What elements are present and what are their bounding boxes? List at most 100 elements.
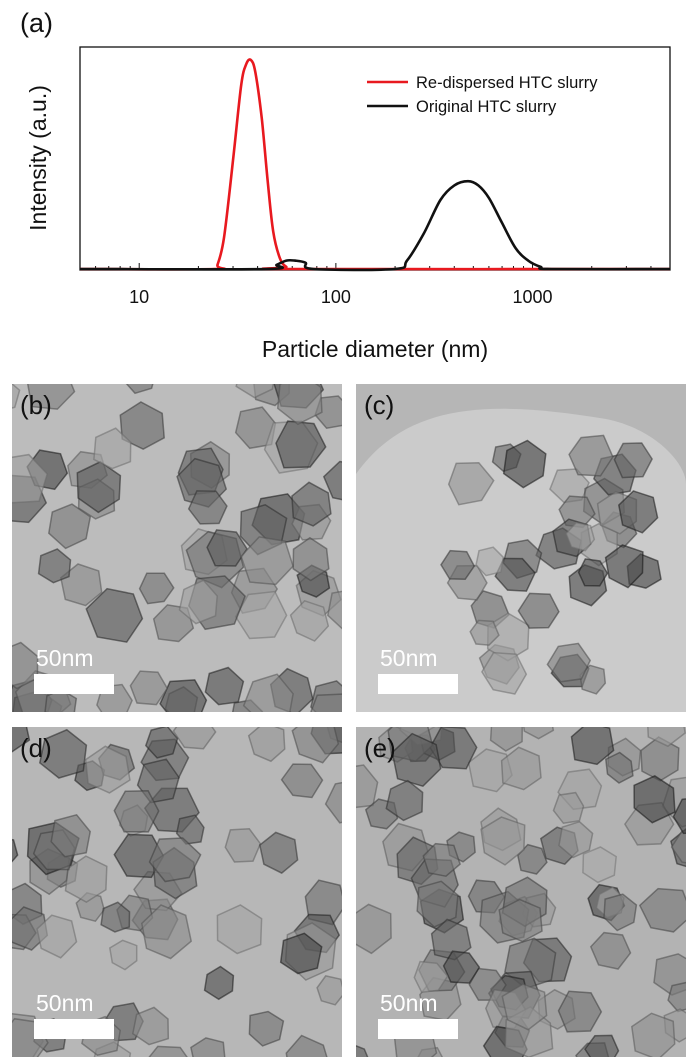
nanoparticle	[480, 816, 526, 866]
nanoparticle	[148, 1045, 188, 1057]
nanoparticle	[447, 462, 495, 506]
nanoparticle	[275, 420, 327, 469]
nanoparticle	[108, 939, 138, 971]
nanoparticle	[50, 813, 92, 858]
tem-image-d: (d) 50nm	[12, 727, 342, 1057]
nanoparticle	[144, 727, 179, 759]
panel-label-c: (c)	[364, 390, 395, 420]
nanoparticle	[280, 763, 324, 799]
nanoparticle	[356, 764, 379, 809]
nanoparticle	[356, 1044, 369, 1057]
tem-micrograph-c	[356, 384, 686, 712]
nanoparticle	[187, 490, 228, 525]
x-tick-label: 1000	[513, 287, 553, 307]
nanoparticle	[203, 965, 235, 1001]
nanoparticle	[603, 893, 638, 932]
nanoparticle	[502, 439, 547, 489]
nanoparticle	[356, 903, 392, 955]
legend-label: Original HTC slurry	[416, 98, 557, 116]
nanoparticle	[494, 557, 536, 592]
panel-label-e: (e)	[364, 733, 396, 763]
nanoparticle	[440, 549, 476, 580]
nanoparticle	[38, 728, 88, 779]
nanoparticle	[391, 732, 442, 788]
nanoparticle	[216, 904, 263, 955]
nanoparticle	[577, 558, 609, 587]
nanoparticle	[604, 751, 634, 784]
nanoparticle	[247, 727, 286, 763]
scale-bar-b	[34, 674, 114, 694]
nanoparticle	[322, 460, 342, 501]
nanoparticle	[12, 838, 19, 863]
nanoparticle	[159, 679, 208, 712]
nanoparticle	[235, 384, 274, 399]
scale-bar-label-b: 50nm	[36, 645, 94, 671]
panel-label-d: (d)	[20, 733, 52, 763]
nanoparticle	[138, 572, 175, 605]
nanoparticle	[37, 548, 72, 584]
scale-bar-label-d: 50nm	[36, 990, 94, 1016]
nanoparticle	[84, 745, 131, 794]
nanoparticle	[517, 592, 560, 629]
nanoparticle	[385, 779, 424, 822]
tem-image-b: (b) 50nm	[12, 384, 342, 712]
nanoparticle	[113, 790, 160, 833]
panel-label-b: (b)	[20, 390, 52, 420]
x-tick-label: 100	[321, 287, 351, 307]
x-axis-label: Particle diameter (nm)	[262, 336, 488, 362]
nanoparticle	[501, 983, 548, 1031]
legend-label: Re-dispersed HTC slurry	[416, 74, 598, 92]
nanoparticle	[613, 442, 653, 479]
nanoparticle	[204, 666, 245, 706]
nanoparticle	[672, 798, 686, 835]
scale-bar-label-c: 50nm	[380, 645, 438, 671]
nanoparticle	[552, 791, 585, 825]
nanoparticle	[258, 831, 299, 874]
nanoparticle	[44, 688, 78, 712]
nanoparticle	[279, 932, 323, 975]
x-tick-label: 10	[129, 287, 149, 307]
nanoparticle	[630, 1012, 676, 1057]
y-axis-label: Intensity (a.u.)	[25, 85, 51, 231]
nanoparticle	[475, 546, 505, 577]
nanoparticle	[498, 898, 543, 943]
nanoparticle	[178, 579, 218, 625]
nanoparticle	[324, 781, 342, 824]
nanoparticle	[604, 544, 644, 589]
nanoparticle	[326, 590, 342, 630]
panel-label-a: (a)	[20, 8, 53, 38]
nanoparticle	[422, 842, 461, 878]
tem-image-c: (c) 50nm	[356, 384, 686, 712]
nanoparticle	[131, 1006, 170, 1046]
tem-micrograph-b	[12, 384, 342, 712]
nanoparticle	[310, 693, 342, 712]
nanoparticle	[584, 1034, 620, 1057]
particle-size-chart: 10 100 1000 Re-dispersed HTC slurry Origina…	[25, 46, 671, 362]
nanoparticle	[489, 727, 524, 752]
nanoparticle	[568, 434, 614, 477]
chart-legend: Re-dispersed HTC slurry Original HTC slur…	[367, 74, 598, 116]
nanoparticle	[12, 641, 39, 690]
nanoparticle	[285, 1034, 328, 1057]
scale-bar-e	[378, 1019, 458, 1039]
nanoparticle	[582, 846, 617, 884]
tem-image-e: (e) 50nm	[356, 727, 686, 1057]
nanoparticle	[12, 384, 21, 409]
nanoparticle	[589, 931, 632, 970]
nanoparticle	[36, 914, 78, 959]
nanoparticle	[291, 481, 332, 527]
nanoparticle	[140, 904, 193, 960]
scale-bar-label-e: 50nm	[380, 990, 438, 1016]
nanoparticle	[647, 727, 686, 748]
nanoparticle	[565, 521, 596, 552]
nanoparticle	[638, 887, 686, 933]
nanoparticle	[522, 727, 555, 740]
nanoparticle	[416, 880, 459, 928]
scale-bar-c	[378, 674, 458, 694]
nanoparticle	[129, 670, 169, 706]
nanoparticle	[442, 950, 481, 984]
nanoparticle	[292, 536, 330, 582]
nanoparticle	[206, 529, 248, 567]
series-line-original	[79, 179, 671, 272]
nanoparticle	[100, 901, 131, 933]
